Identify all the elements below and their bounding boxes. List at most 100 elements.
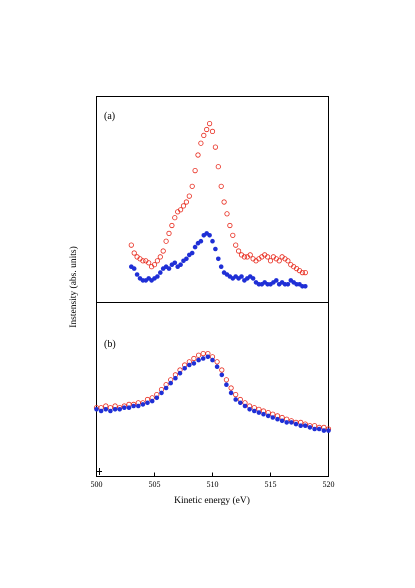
panel-b-series-1-point xyxy=(307,425,313,430)
panel-a-series-0-point xyxy=(207,121,213,127)
panel-a-series-0-point xyxy=(169,222,175,229)
panel-b-series-0-point xyxy=(223,377,229,383)
panel-a-label: (a) xyxy=(104,111,115,122)
panel-b-series-0-point xyxy=(219,367,225,373)
panel-a-series-1-point xyxy=(134,272,140,277)
panel-a-series-1-point xyxy=(303,284,308,289)
panel-a-series-1-point xyxy=(172,260,178,266)
x-tick-label-515: 515 xyxy=(265,480,277,489)
panel-a-series-1-point xyxy=(285,282,291,287)
panel-b-series-1-point xyxy=(182,366,187,371)
panel-b-series-1-point xyxy=(326,428,331,433)
panel-a-series-0-point xyxy=(172,215,178,221)
panel-b-series-1-point xyxy=(112,407,118,412)
panel-a-series-1-point xyxy=(178,262,183,268)
panel-a-series-1-point xyxy=(192,244,198,250)
panel-b-series-1-point xyxy=(265,413,271,419)
panel-a-series-0-point xyxy=(233,242,239,248)
panel-a-series-0-point xyxy=(227,222,233,229)
panel-a-series-0-point xyxy=(198,140,204,146)
panel-a-series-0-point xyxy=(221,199,227,205)
y-axis-label: Instensity (abs. units) xyxy=(68,246,79,328)
panel-a-series-0-point xyxy=(241,254,247,260)
panel-a-series-0-point xyxy=(183,199,189,205)
panel-a-series-1-point xyxy=(239,274,244,279)
panel-b-series-1-point xyxy=(108,408,113,414)
panel-b-series-1-point xyxy=(187,362,192,368)
panel-a-series-1-point xyxy=(216,256,221,262)
x-axis-ticks: 500 505 510 515 520 xyxy=(91,472,335,489)
panel-a-series-0-point xyxy=(140,258,146,264)
panel-a-series-1-point xyxy=(166,266,172,271)
panel-b-series-1-point xyxy=(289,420,294,425)
panel-b-series-1-point xyxy=(219,372,225,378)
panel-b-series-1-point xyxy=(136,403,141,409)
panel-b-series-1-point xyxy=(140,402,146,407)
panel-b-series-1-point xyxy=(196,357,201,363)
panel-b-series-1-point xyxy=(256,410,262,415)
panel-b-series-1-point xyxy=(210,357,215,363)
panel-b-plot xyxy=(93,350,332,433)
panel-b-series-0-point xyxy=(214,359,220,365)
panel-b-series-1-point xyxy=(94,407,99,412)
panel-a-series-1-point xyxy=(131,266,137,271)
panel-a-series-0-point xyxy=(131,250,137,256)
panel-a-series-1-point xyxy=(155,274,160,279)
panel-a-series-0-point xyxy=(192,168,198,174)
panel-b-series-1-point xyxy=(312,426,317,432)
panel-b-series-1-point xyxy=(173,375,178,381)
panel-a-series-1-point xyxy=(189,250,195,256)
chart-frame xyxy=(96,96,329,477)
panel-b-series-1-point xyxy=(159,390,164,396)
panel-a-series-1-point xyxy=(213,246,218,252)
panel-b-series-1-point xyxy=(145,400,150,406)
panel-b-label: (b) xyxy=(104,339,116,350)
panel-a-series-0-point xyxy=(180,203,187,209)
panel-a-series-0-point xyxy=(212,144,218,150)
panel-b-series-1-point xyxy=(103,407,109,412)
panel-a-series-0-point xyxy=(146,260,152,266)
panel-b-series-1-point xyxy=(149,398,155,404)
panel-b-series-1-point xyxy=(252,408,257,414)
panel-b-series-1-point xyxy=(303,423,308,429)
panel-b-series-1-point xyxy=(168,380,173,386)
panel-a-series-0-point xyxy=(276,258,282,264)
panel-b-series-1-point xyxy=(177,370,183,376)
panel-a-series-0-point xyxy=(157,254,163,260)
panel-a-series-0-point xyxy=(264,254,271,260)
panel-a-series-1-point xyxy=(184,256,189,262)
panel-b-series-1-point xyxy=(233,397,238,402)
panel-a-series-1-point xyxy=(250,276,256,281)
x-tick-label-510: 510 xyxy=(207,480,219,489)
panel-a-series-0-point xyxy=(163,238,169,244)
panel-a-series-0-point xyxy=(236,248,242,254)
panel-a-plot xyxy=(128,121,308,289)
x-tick-label-520: 520 xyxy=(323,480,335,489)
panel-a-series-0-point xyxy=(128,242,134,248)
panel-b-series-1-point xyxy=(270,415,276,420)
panel-a-series-0-point xyxy=(201,132,207,138)
panel-b-series-1-point xyxy=(247,407,252,412)
panel-b-series-1-point xyxy=(122,405,127,411)
panel-b-series-1-point xyxy=(275,416,280,422)
panel-b-series-1-point xyxy=(316,426,322,432)
panel-b-series-1-point xyxy=(98,408,104,414)
panel-a-series-0-point xyxy=(230,232,236,238)
panel-a-series-0-point xyxy=(166,230,172,236)
panel-b-series-1-point xyxy=(117,407,122,412)
panel-b-series-1-point xyxy=(154,395,160,401)
panel-b-series-1-point xyxy=(131,403,136,409)
panel-a-series-0-point xyxy=(189,183,195,189)
panel-a-series-0-point xyxy=(186,193,192,199)
panel-b-series-0-point xyxy=(200,350,206,357)
panel-b-series-1-point xyxy=(126,405,132,411)
x-tick-label-505: 505 xyxy=(149,480,161,489)
panel-a-series-0-point xyxy=(209,128,216,134)
panel-a-series-1-point xyxy=(198,238,204,244)
panel-b-series-1-point xyxy=(200,356,206,361)
panel-b-series-1-point xyxy=(261,411,266,417)
panel-a-series-1-point xyxy=(207,233,212,238)
panel-b-series-0-point xyxy=(233,391,239,398)
panel-b-series-1-point xyxy=(284,420,290,425)
